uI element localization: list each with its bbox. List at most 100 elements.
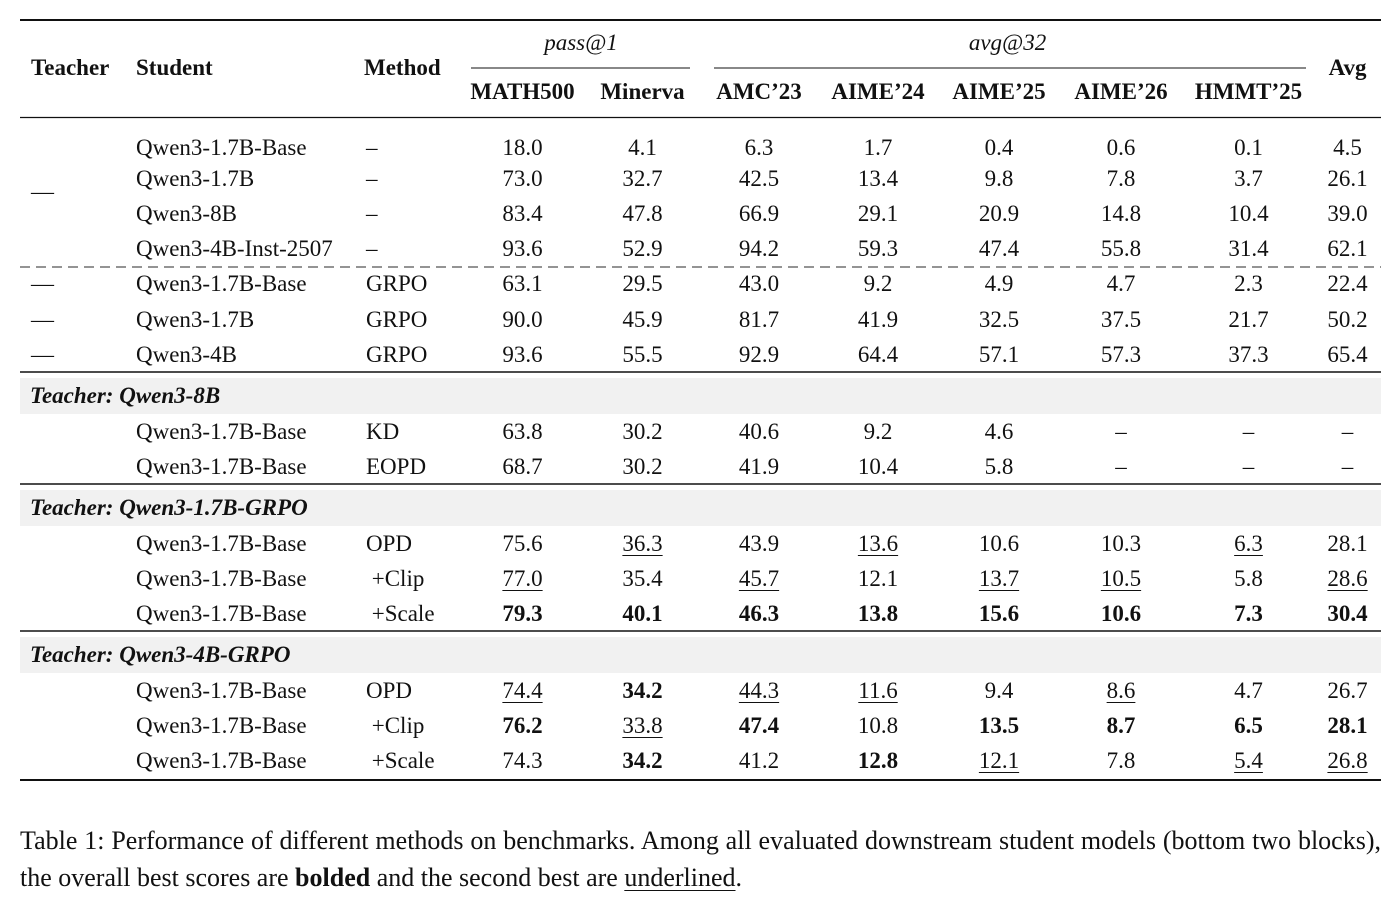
table-row: — Qwen3-1.7B-Base GRPO 63.1 29.5 43.0 9.2 4.9 4.… [20, 266, 1381, 302]
teacher-cell: — [31, 306, 54, 332]
score-cell: 3.7 [1183, 161, 1314, 196]
score-cell: 30.4 [1314, 596, 1381, 631]
score-value: 4.6 [984, 418, 1014, 444]
header-col-aime26: AIME’26 [1074, 79, 1168, 104]
score-cell: 4.7 [1059, 266, 1183, 302]
score-value: 43.9 [738, 530, 780, 556]
score-value: 73.0 [502, 165, 543, 191]
caption-bold-word: bolded [295, 863, 371, 892]
score-cell: 45.7 [701, 561, 817, 596]
table-row: Qwen3-1.7B – 73.0 32.7 42.5 13.4 9.8 7.8 3.7 26.1 [20, 161, 1381, 196]
score-value: 47.4 [738, 712, 780, 738]
student-cell: Qwen3-1.7B-Base [136, 600, 307, 626]
score-value: 42.5 [738, 165, 780, 191]
score-value: 4.9 [984, 271, 1014, 296]
score-value: 8.7 [1106, 712, 1136, 738]
score-value: 59.3 [857, 235, 899, 261]
score-cell: 64.4 [817, 337, 939, 372]
score-cell: 35.4 [584, 561, 701, 596]
student-cell: Qwen3-8B [136, 200, 237, 226]
score-value: 29.5 [622, 271, 663, 296]
score-value: 44.3 [738, 677, 780, 703]
score-cell: 7.8 [1059, 161, 1183, 196]
score-cell: 9.4 [939, 673, 1059, 708]
teacher-cell: — [31, 271, 54, 296]
score-value: 41.2 [738, 747, 780, 773]
score-value: 12.8 [857, 747, 899, 773]
score-cell: 0.1 [1183, 117, 1314, 161]
table-row: — Qwen3-1.7B GRPO 90.0 45.9 81.7 41.9 32.5 37.5 2… [20, 302, 1381, 337]
score-value: 13.6 [857, 530, 899, 556]
score-value: 31.4 [1228, 235, 1269, 261]
method-cell: +Clip [366, 565, 425, 591]
score-value: 6.3 [1234, 530, 1263, 556]
score-cell: – [1059, 414, 1183, 449]
score-value: 8.6 [1106, 677, 1136, 703]
score-value: 57.1 [978, 341, 1020, 367]
score-value: 64.4 [857, 341, 899, 367]
score-cell: 40.6 [701, 414, 817, 449]
score-cell: 42.5 [701, 161, 817, 196]
score-value: 21.7 [1228, 306, 1269, 332]
score-cell: 11.6 [817, 673, 939, 708]
score-value: 3.7 [1234, 165, 1263, 191]
method-cell: OPD [366, 677, 413, 703]
table-row: Qwen3-1.7B-Base +Scale 79.3 40.1 46.3 13.8 15… [20, 596, 1381, 631]
method-cell: GRPO [366, 271, 428, 296]
score-value: 36.3 [622, 530, 663, 556]
score-cell: 28.1 [1314, 526, 1381, 561]
score-cell: 47.8 [584, 196, 701, 231]
score-value: – [1242, 418, 1255, 444]
score-value: 26.7 [1327, 677, 1368, 703]
teacher-group-row: Teacher: Qwen3-4B-GRPO [20, 637, 1382, 673]
teacher-group-row: Teacher: Qwen3-1.7B-GRPO [20, 490, 1382, 526]
student-cell: Qwen3-1.7B [136, 306, 255, 332]
score-value: 2.3 [1234, 271, 1263, 296]
table-row: Qwen3-8B – 83.4 47.8 66.9 29.1 20.9 14.8 10.4 39.… [20, 196, 1381, 231]
score-value: 12.1 [978, 747, 1020, 773]
score-value: 29.1 [857, 200, 899, 226]
score-value: 9.8 [984, 165, 1014, 191]
score-value: 66.9 [738, 200, 780, 226]
method-cell: +Scale [366, 747, 435, 773]
header-avg: Avg [1328, 55, 1367, 80]
header-student: Student [136, 55, 213, 80]
teacher-cell [20, 708, 126, 743]
score-value: 46.3 [738, 600, 780, 626]
score-value: 41.9 [738, 453, 780, 479]
score-value: 39.0 [1327, 200, 1368, 226]
score-value: 63.8 [502, 418, 543, 444]
score-cell: 4.6 [939, 414, 1059, 449]
teacher-cell [20, 596, 126, 631]
score-value: 83.4 [502, 200, 543, 226]
table-caption: Table 1: Performance of different method… [20, 822, 1381, 896]
results-table: Teacher Student Method pass@1 avg@32 Avg… [20, 19, 1382, 778]
score-cell: 12.1 [939, 743, 1059, 778]
score-cell: 13.6 [817, 526, 939, 561]
score-value: 28.1 [1327, 712, 1368, 738]
score-value: 40.6 [738, 418, 780, 444]
score-value: 10.4 [857, 453, 899, 479]
score-cell: 52.9 [584, 231, 701, 266]
score-value: 4.1 [628, 135, 657, 160]
score-value: 4.5 [1333, 135, 1362, 160]
score-cell: 9.2 [817, 414, 939, 449]
header-col-amc23: AMC’23 [716, 79, 802, 104]
score-cell: 8.7 [1059, 708, 1183, 743]
score-cell: 68.7 [461, 449, 584, 484]
score-cell: 32.5 [939, 302, 1059, 337]
score-value: 45.7 [738, 565, 780, 591]
score-cell: 2.3 [1183, 266, 1314, 302]
method-cell: GRPO [366, 341, 428, 367]
score-cell: 10.4 [817, 449, 939, 484]
score-cell: 4.1 [584, 117, 701, 161]
score-cell: 31.4 [1183, 231, 1314, 266]
score-value: 9.2 [863, 271, 893, 296]
score-cell: 41.9 [701, 449, 817, 484]
score-cell: 90.0 [461, 302, 584, 337]
score-cell: 7.8 [1059, 743, 1183, 778]
score-cell: 9.2 [817, 266, 939, 302]
score-cell: 26.8 [1314, 743, 1381, 778]
score-value: – [1242, 453, 1255, 479]
score-value: 26.1 [1327, 165, 1368, 191]
